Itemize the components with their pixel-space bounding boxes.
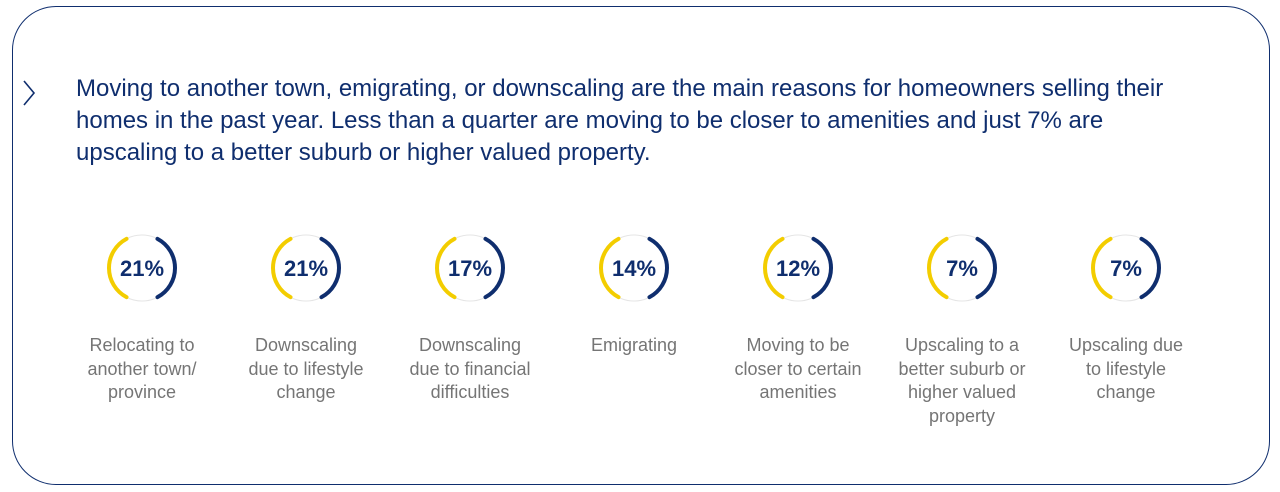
ring-arc-left xyxy=(1091,236,1113,300)
stat-ring: 17% xyxy=(435,234,505,302)
stat-label: Emigrating xyxy=(590,335,678,355)
stat-item: 14% Emigrating xyxy=(554,226,714,358)
stat-value: 12% xyxy=(776,256,820,281)
headline-text: Moving to another town, emigrating, or d… xyxy=(76,75,1164,166)
ring-arc-left xyxy=(435,236,457,300)
stat-ring: 12% xyxy=(763,234,833,302)
stat-label: Upscaling due to lifestyle change xyxy=(1068,335,1184,402)
ring-arc-left xyxy=(599,236,621,300)
ring-arc-left xyxy=(271,236,293,300)
stat-label: Downscaling due to financial difficultie… xyxy=(409,335,531,402)
ring-arc-right xyxy=(155,236,177,300)
ring-arc-left xyxy=(763,236,785,300)
stat-value: 7% xyxy=(1110,256,1142,281)
ring-arc-left xyxy=(107,236,129,300)
ring-arc-right xyxy=(319,236,341,300)
stat-value: 21% xyxy=(120,256,164,281)
stat-label: Moving to be closer to certain amenities xyxy=(734,335,862,402)
stat-ring: 7% xyxy=(927,234,997,302)
stat-ring: 21% xyxy=(271,234,341,302)
ring-arc-right xyxy=(1139,236,1161,300)
ring-arc-right xyxy=(975,236,997,300)
stat-label: Relocating to another town/ province xyxy=(87,335,197,402)
stat-value: 14% xyxy=(612,256,656,281)
chevron-right-icon[interactable] xyxy=(21,77,39,109)
stat-item: 21% Relocating to another town/ province xyxy=(62,226,222,405)
stat-item: 21% Downscaling due to lifestyle change xyxy=(226,226,386,405)
stat-label: Downscaling due to lifestyle change xyxy=(248,335,364,402)
ring-arc-left xyxy=(927,236,949,300)
ring-arc-right xyxy=(647,236,669,300)
stat-ring: 21% xyxy=(107,234,177,302)
ring-arc-right xyxy=(811,236,833,300)
stat-item: 7% Upscaling due to lifestyle change xyxy=(1046,226,1206,405)
stat-item: 17% Downscaling due to financial difficul… xyxy=(390,226,550,405)
ring-arc-right xyxy=(483,236,505,300)
stat-value: 7% xyxy=(946,256,978,281)
stat-ring: 7% xyxy=(1091,234,1161,302)
stat-value: 21% xyxy=(284,256,328,281)
stat-value: 17% xyxy=(448,256,492,281)
stat-ring: 14% xyxy=(599,234,669,302)
infographic-card xyxy=(12,6,1270,485)
stat-item: 7% Upscaling to a better suburb or higher… xyxy=(882,226,1042,428)
stat-label: Upscaling to a better suburb or higher v… xyxy=(898,335,1026,426)
stat-item: 12% Moving to be closer to certain amenit… xyxy=(718,226,878,405)
